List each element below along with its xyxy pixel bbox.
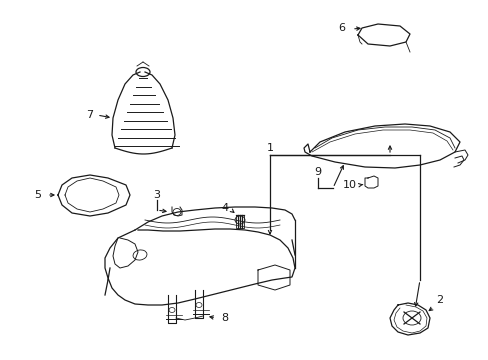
Text: 5: 5: [35, 190, 41, 200]
Text: 6: 6: [338, 23, 345, 33]
Text: 10: 10: [342, 180, 356, 190]
Text: 2: 2: [436, 295, 443, 305]
Text: 9: 9: [314, 167, 321, 177]
Text: 3: 3: [153, 190, 160, 200]
Text: 7: 7: [86, 110, 93, 120]
Text: 4: 4: [221, 203, 228, 213]
Text: 8: 8: [221, 313, 228, 323]
Text: 1: 1: [266, 143, 273, 153]
